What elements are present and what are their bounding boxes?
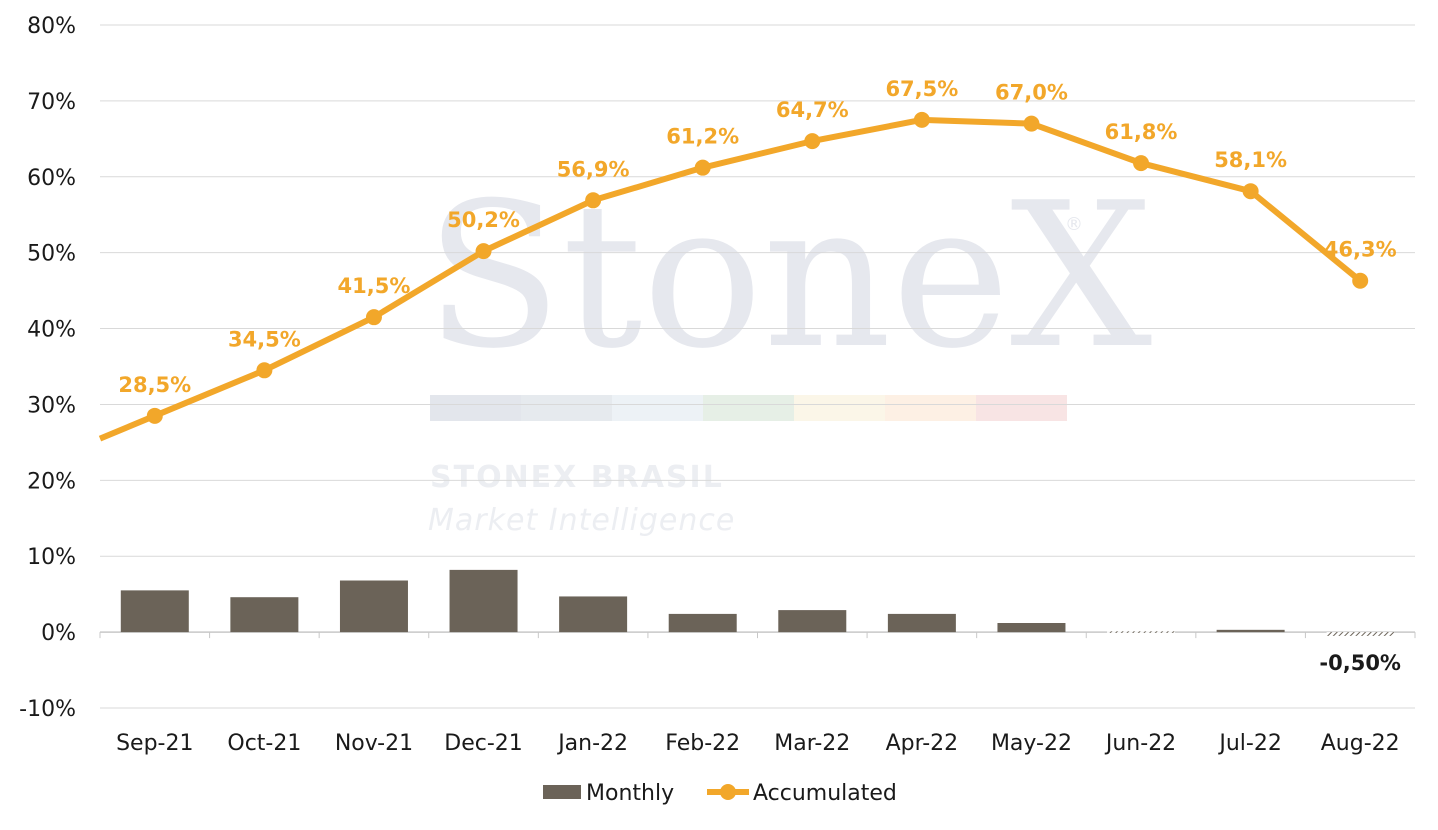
x-category-label: Dec-21	[444, 731, 523, 756]
x-category-label: Jun-22	[1104, 731, 1176, 756]
accumulated-data-label: 56,9%	[557, 157, 630, 181]
x-category-label: Jul-22	[1217, 731, 1281, 756]
x-category-label: Sep-21	[116, 731, 193, 756]
accumulated-data-label: 58,1%	[1214, 148, 1287, 172]
monthly-bars	[120, 569, 1395, 636]
monthly-bar	[449, 569, 518, 633]
monthly-bar	[559, 596, 628, 633]
watermark: StoneX® STONEX BRASIL Market Intelligence	[425, 160, 1152, 538]
watermark-sub-line: Market Intelligence	[428, 503, 735, 538]
monthly-bar	[778, 610, 847, 633]
accumulated-data-label: 61,2%	[666, 125, 739, 149]
x-category-label: Apr-22	[886, 731, 959, 756]
accumulated-data-label: 46,3%	[1324, 238, 1397, 262]
y-tick-label: 20%	[27, 469, 76, 494]
y-tick-label: 30%	[27, 393, 76, 418]
monthly-bar	[1216, 629, 1285, 633]
accumulated-point	[1352, 272, 1369, 289]
accumulated-point	[146, 407, 163, 424]
accumulated-point	[1242, 183, 1259, 200]
y-tick-label: 50%	[27, 242, 76, 267]
watermark-registered-mark: ®	[1065, 214, 1083, 235]
monthly-bar	[120, 590, 189, 633]
legend-accumulated-marker	[720, 784, 736, 800]
legend-monthly-label: Monthly	[586, 781, 674, 806]
accumulated-data-label: 64,7%	[776, 98, 849, 122]
x-category-label: Feb-22	[665, 731, 740, 756]
monthly-bar	[230, 597, 299, 633]
accumulated-point	[475, 243, 492, 260]
accumulated-point	[1133, 155, 1150, 172]
watermark-brand-line: STONEX BRASIL	[430, 460, 724, 495]
accumulated-data-label: 28,5%	[118, 373, 191, 397]
x-axis-tick-labels: Sep-21 Oct-21 Nov-21 Dec-21 Jan-22 Feb-22 Mar-…	[116, 731, 1400, 756]
y-tick-label: 40%	[27, 318, 76, 343]
accumulated-data-label: 61,8%	[1105, 120, 1178, 144]
watermark-stripe	[612, 395, 703, 421]
accumulated-point	[1023, 115, 1040, 132]
accumulated-point	[804, 133, 821, 150]
x-category-label: Nov-21	[335, 731, 413, 756]
accumulated-line	[98, 111, 1369, 442]
accumulated-point	[913, 111, 930, 128]
monthly-bar	[668, 613, 737, 633]
monthly-data-label: -0,50%	[1319, 651, 1401, 675]
y-tick-label: -10%	[19, 697, 76, 722]
monthly-bar	[1107, 631, 1176, 633]
monthly-bar	[1326, 632, 1395, 636]
legend-monthly-swatch	[543, 785, 581, 799]
y-tick-label: 60%	[27, 166, 76, 191]
accumulated-data-label: 67,0%	[995, 81, 1068, 105]
accumulated-data-label: 50,2%	[447, 208, 520, 232]
watermark-stripe	[703, 395, 794, 421]
accumulated-point	[694, 159, 711, 176]
x-category-label: Mar-22	[774, 731, 850, 756]
monthly-bar	[997, 623, 1066, 633]
watermark-logo-text: StoneX	[425, 160, 1152, 393]
accumulated-point	[585, 192, 602, 209]
legend: Monthly Accumulated	[543, 781, 897, 806]
y-tick-label: 10%	[27, 545, 76, 570]
y-axis-tick-labels: 80% 70% 60% 50% 40% 30% 20% 10% 0% -10%	[19, 14, 76, 722]
y-tick-label: 70%	[27, 90, 76, 115]
accumulated-point	[256, 362, 273, 379]
monthly-bar	[339, 580, 408, 633]
monthly-bar	[887, 613, 956, 633]
x-category-label: May-22	[991, 731, 1072, 756]
x-category-label: Oct-21	[227, 731, 301, 756]
watermark-stripe	[521, 395, 612, 421]
accumulated-data-label: 41,5%	[338, 274, 411, 298]
y-tick-label: 80%	[27, 14, 76, 39]
data-labels: 28,5% 34,5% 41,5% 50,2% 56,9% 61,2% 64,7% 67,5%…	[118, 77, 1401, 675]
accumulated-point	[365, 309, 382, 326]
watermark-stripe	[794, 395, 885, 421]
accumulated-data-label: 67,5%	[885, 77, 958, 101]
x-category-label: Jan-22	[556, 731, 628, 756]
legend-accumulated-label: Accumulated	[753, 781, 897, 806]
watermark-stripe	[430, 395, 521, 421]
watermark-stripe	[976, 395, 1067, 421]
x-category-label: Aug-22	[1321, 731, 1400, 756]
watermark-stripe	[885, 395, 976, 421]
accumulated-data-label: 34,5%	[228, 327, 301, 351]
gridlines	[99, 24, 1416, 709]
y-tick-label: 0%	[41, 621, 76, 646]
